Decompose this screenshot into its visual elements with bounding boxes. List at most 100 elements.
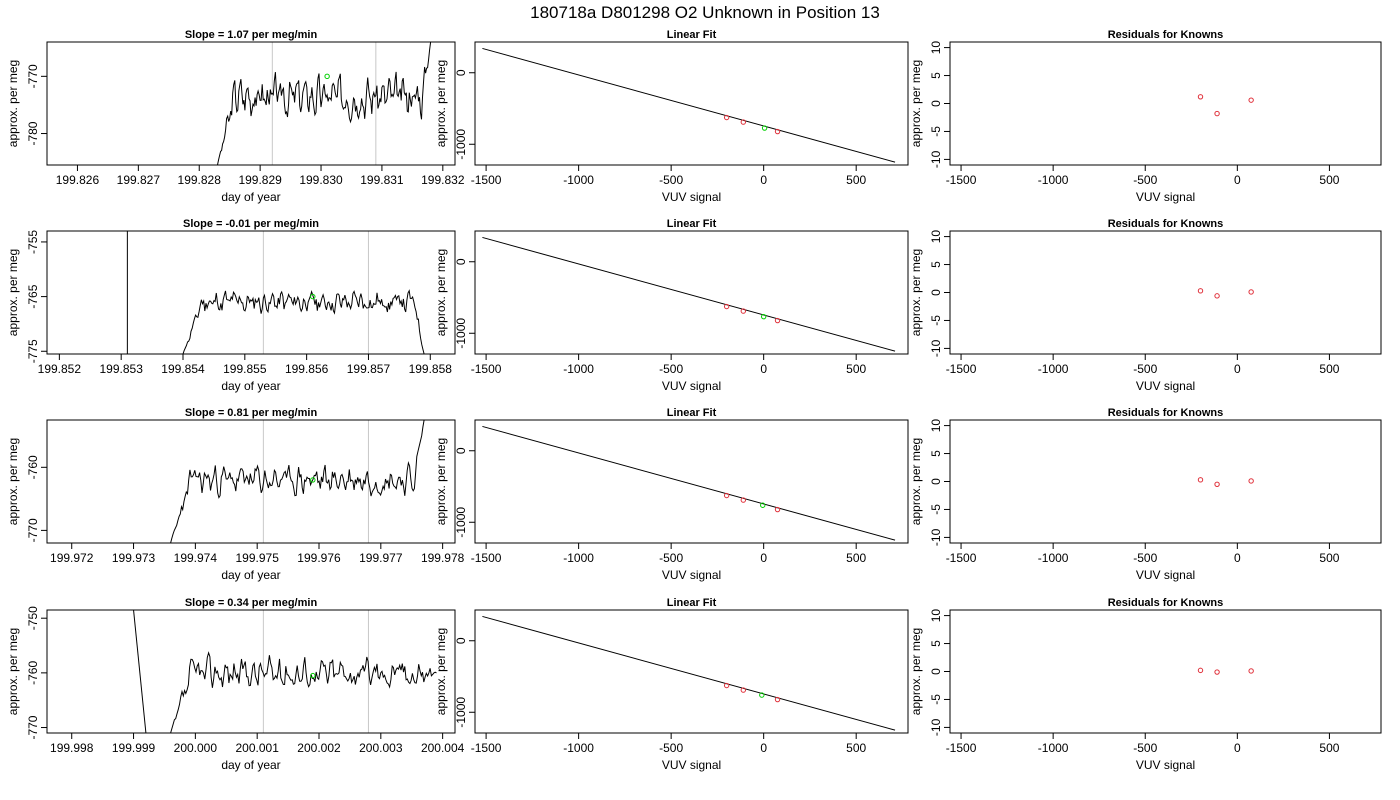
x-tick-label: 0 <box>1234 741 1241 755</box>
data-point <box>1214 110 1220 117</box>
y-tick-label: -10 <box>929 528 943 546</box>
x-tick-label: -500 <box>659 551 683 565</box>
data-point <box>723 682 730 689</box>
y-axis-label: approx. per meg <box>434 438 448 525</box>
x-tick-label: 199.827 <box>117 173 161 187</box>
x-tick-label: 199.976 <box>297 551 341 565</box>
x-tick-label: -1000 <box>563 362 594 376</box>
y-axis-label: approx. per meg <box>6 60 20 147</box>
data-point <box>1197 94 1204 100</box>
unknown-marker <box>310 293 316 300</box>
data-point <box>760 313 767 320</box>
x-tick-label: 0 <box>760 551 767 565</box>
data-point <box>723 303 730 310</box>
x-axis-label: VUV signal <box>662 190 721 204</box>
y-tick-label: 10 <box>929 609 943 623</box>
x-tick-label: -1500 <box>946 551 977 565</box>
y-axis-label: approx. per meg <box>434 628 448 715</box>
data-point <box>740 119 747 125</box>
data-point <box>1248 668 1254 674</box>
y-axis-label: approx. per meg <box>6 438 20 525</box>
x-tick-label: 200.000 <box>174 741 218 755</box>
data-trace-segment <box>133 610 147 733</box>
data-point <box>774 128 781 135</box>
x-tick-label: -1500 <box>471 551 502 565</box>
data-point <box>740 687 747 693</box>
plot-frame <box>949 41 1382 166</box>
panel-title: Linear Fit <box>667 407 717 419</box>
y-tick-label: -1000 <box>454 507 468 538</box>
x-tick-label: 0 <box>760 362 767 376</box>
data-point <box>761 125 768 131</box>
x-tick-label: 199.854 <box>161 362 205 376</box>
data-trace <box>182 289 425 354</box>
x-tick-label: 500 <box>846 551 866 565</box>
x-tick-label: 500 <box>846 741 866 755</box>
y-tick-label: 0 <box>454 637 468 644</box>
y-tick-label: 0 <box>454 447 468 454</box>
x-tick-label: 199.858 <box>409 362 453 376</box>
x-tick-label: -1000 <box>563 173 594 187</box>
data-point <box>740 497 747 503</box>
x-tick-label: 199.829 <box>238 173 282 187</box>
y-axis-label: approx. per meg <box>6 628 20 715</box>
panel-title: Slope = 0.34 per meg/min <box>185 597 318 609</box>
data-point <box>774 317 781 324</box>
data-point <box>759 692 765 698</box>
x-tick-label: -1500 <box>946 173 977 187</box>
plot-frame <box>474 41 909 166</box>
x-tick-label: -500 <box>659 741 683 755</box>
y-tick-label: 10 <box>929 419 943 433</box>
x-tick-label: 0 <box>760 741 767 755</box>
x-tick-label: 199.855 <box>223 362 267 376</box>
data-point <box>760 502 766 508</box>
y-tick-label: 0 <box>929 668 943 675</box>
x-tick-label: 199.831 <box>360 173 404 187</box>
y-tick-label: -1000 <box>454 318 468 349</box>
y-tick-label: -10 <box>929 150 943 168</box>
x-tick-label: -500 <box>1133 173 1157 187</box>
x-tick-label: 199.972 <box>50 551 94 565</box>
x-axis-label: VUV signal <box>1136 758 1195 772</box>
x-tick-label: 200.004 <box>421 741 465 755</box>
x-tick-label: 0 <box>1234 173 1241 187</box>
data-point <box>1248 478 1254 484</box>
y-tick-label: -770 <box>26 64 40 88</box>
x-axis-label: VUV signal <box>662 568 721 582</box>
y-axis-label: approx. per meg <box>434 249 448 336</box>
data-point <box>774 506 781 513</box>
y-tick-label: -770 <box>26 715 40 739</box>
panel-title: Residuals for Knowns <box>1108 29 1224 41</box>
panel-title: Linear Fit <box>667 218 717 230</box>
y-axis-label: approx. per meg <box>909 628 923 715</box>
data-point <box>1197 477 1204 483</box>
x-tick-label: 199.826 <box>56 173 100 187</box>
fit-line <box>482 236 896 352</box>
x-tick-label: -1000 <box>563 551 594 565</box>
x-tick-label: -1500 <box>471 173 502 187</box>
y-tick-label: -1000 <box>454 129 468 160</box>
data-point <box>1214 293 1220 299</box>
plot-frame <box>474 609 909 734</box>
y-tick-label: -10 <box>929 718 943 736</box>
x-axis-label: VUV signal <box>662 379 721 393</box>
y-axis-label: approx. per meg <box>6 249 20 336</box>
unknown-marker <box>310 672 316 679</box>
data-point <box>774 696 781 703</box>
y-tick-label: -10 <box>929 339 943 357</box>
data-point <box>1214 669 1220 675</box>
y-tick-label: 10 <box>929 41 943 55</box>
x-axis-label: VUV signal <box>1136 568 1195 582</box>
y-tick-label: -5 <box>929 694 943 705</box>
x-tick-label: -500 <box>1133 551 1157 565</box>
y-tick-label: -770 <box>26 518 40 542</box>
plot-frame <box>46 609 456 734</box>
plot-frame <box>46 419 456 544</box>
y-tick-label: 0 <box>929 100 943 107</box>
x-tick-label: -500 <box>659 173 683 187</box>
unknown-marker <box>310 477 316 483</box>
y-tick-label: 10 <box>929 230 943 244</box>
x-tick-label: -1000 <box>563 741 594 755</box>
